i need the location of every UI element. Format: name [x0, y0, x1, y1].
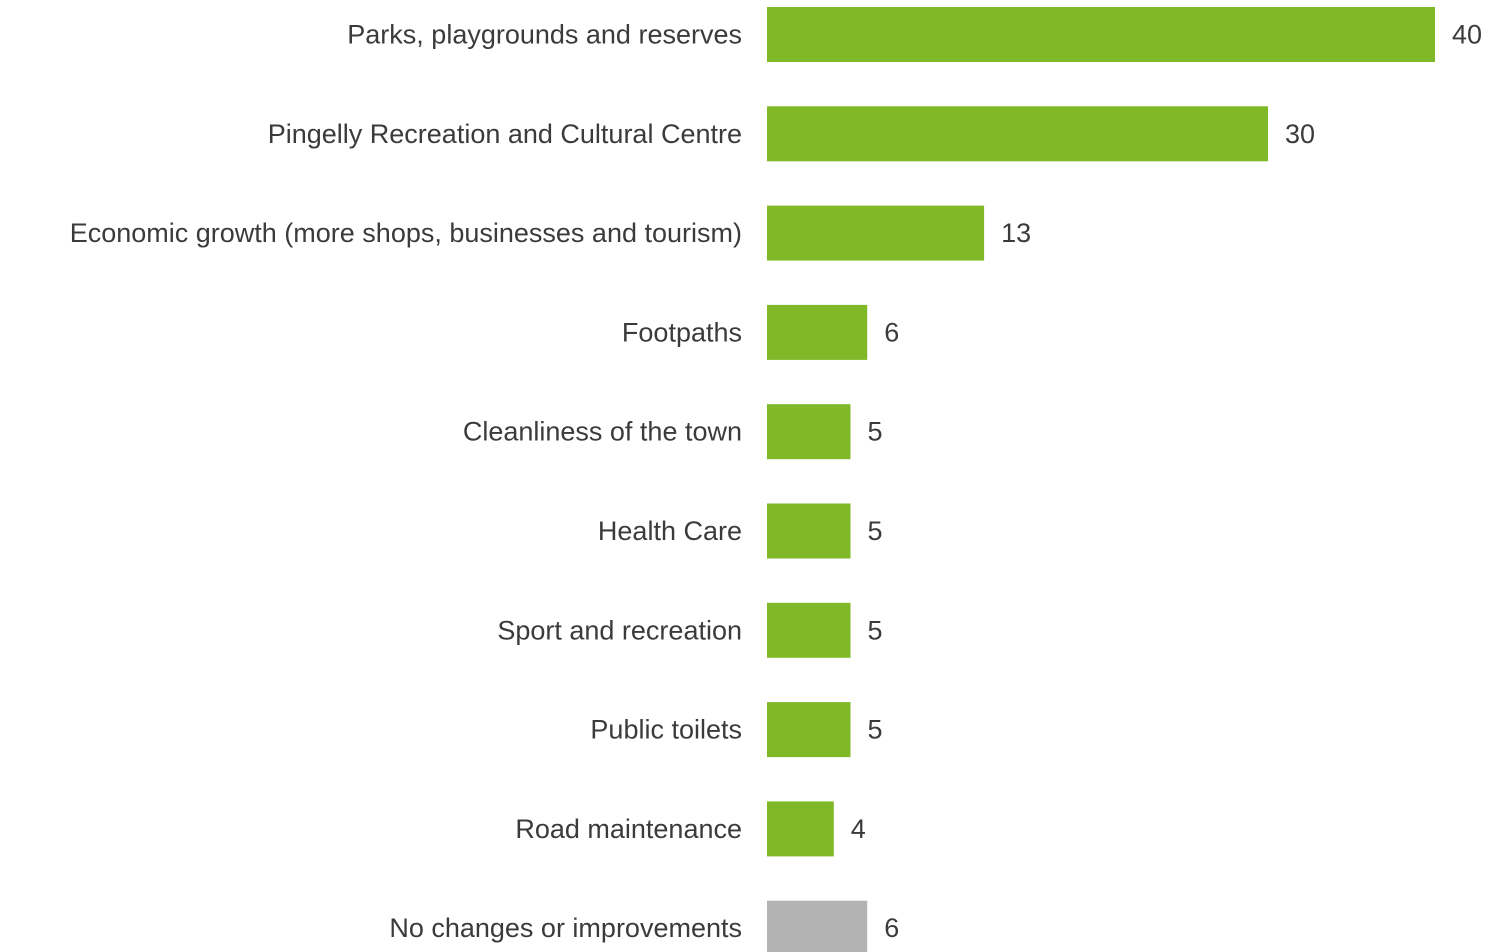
- data-label: 5: [868, 516, 883, 546]
- data-label: 5: [868, 417, 883, 447]
- bar: [767, 106, 1268, 162]
- data-label: 40: [1452, 20, 1482, 50]
- category-label: Sport and recreation: [497, 615, 742, 645]
- data-label: 5: [868, 715, 883, 745]
- category-label: Cleanliness of the town: [463, 417, 742, 447]
- data-label: 30: [1285, 119, 1315, 149]
- bar: [767, 602, 851, 658]
- category-label: Pingelly Recreation and Cultural Centre: [268, 119, 742, 149]
- data-label: 6: [884, 913, 899, 943]
- bar: [767, 503, 851, 559]
- category-labels-group: Parks, playgrounds and reserves Pingelly …: [70, 20, 742, 944]
- bar: [767, 205, 985, 261]
- category-label: Road maintenance: [515, 814, 742, 844]
- category-label: Economic growth (more shops, businesses …: [70, 218, 742, 248]
- data-label: 5: [868, 615, 883, 645]
- data-labels-group: 40 30 13 6 5 5 5 5 4 6: [851, 20, 1482, 944]
- bar: [767, 900, 868, 952]
- data-label: 4: [851, 814, 866, 844]
- bar: [767, 801, 834, 857]
- data-label: 13: [1001, 218, 1031, 248]
- category-label: No changes or improvements: [389, 913, 742, 943]
- bar: [767, 304, 868, 360]
- data-label: 6: [884, 317, 899, 347]
- category-label: Public toilets: [590, 715, 742, 745]
- category-label: Parks, playgrounds and reserves: [347, 20, 742, 50]
- bars-group: [767, 7, 1435, 952]
- bar: [767, 702, 851, 758]
- bar: [767, 7, 1435, 62]
- category-label: Footpaths: [622, 317, 742, 347]
- category-label: Health Care: [598, 516, 742, 546]
- bar: [767, 404, 851, 460]
